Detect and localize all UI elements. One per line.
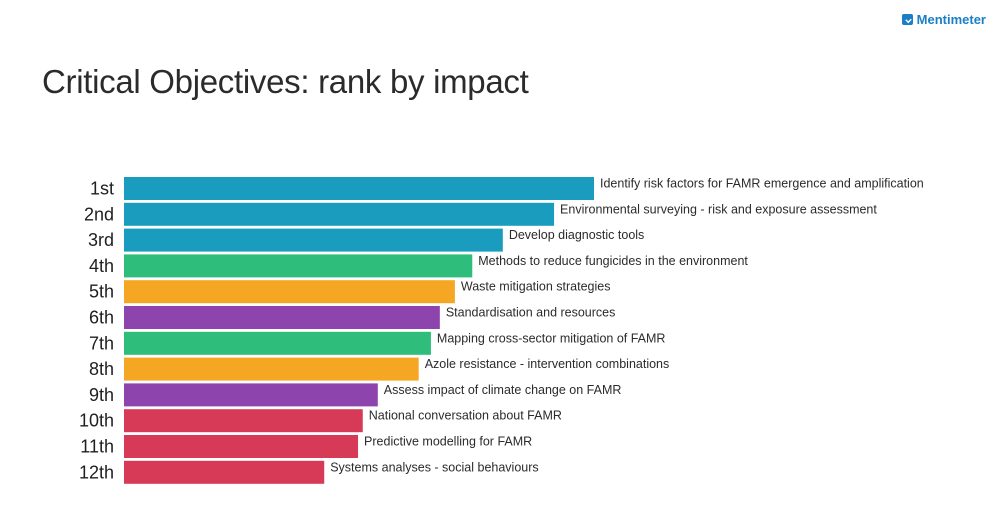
rank-label: 11th	[80, 437, 114, 457]
ranking-bar	[124, 331, 431, 355]
rank-label: 12th	[79, 462, 114, 482]
bar-label: Methods to reduce fungicides in the envi…	[478, 254, 748, 268]
bar-label: Systems analyses - social behaviours	[330, 460, 538, 474]
ranking-bar	[124, 202, 555, 226]
rank-label: 7th	[89, 333, 114, 353]
bar-label: National conversation about FAMR	[369, 409, 562, 423]
ranking-bar	[124, 306, 440, 329]
rank-label: 1st	[90, 179, 114, 199]
ranking-bar	[124, 435, 359, 458]
brand-logo: Mentimeter	[901, 12, 986, 27]
rank-label: 9th	[89, 385, 114, 405]
bar-label: Identify risk factors for FAMR emergence…	[600, 177, 924, 191]
ranking-bar	[124, 280, 455, 304]
bar-label: Standardisation and resources	[446, 306, 616, 320]
bar-label: Predictive modelling for FAMR	[364, 435, 532, 449]
rank-label: 10th	[79, 411, 114, 431]
bar-label: Develop diagnostic tools	[509, 228, 645, 242]
rank-label: 5th	[89, 282, 114, 302]
bar-label: Azole resistance - intervention combinat…	[425, 357, 670, 371]
bar-label: Mapping cross-sector mitigation of FAMR	[437, 331, 666, 345]
bar-label: Waste mitigation strategies	[461, 280, 611, 294]
ranking-bar	[124, 177, 594, 200]
ranking-bar	[124, 254, 473, 278]
bar-label: Assess impact of climate change on FAMR	[384, 383, 622, 397]
rank-label: 4th	[89, 256, 114, 276]
rank-label: 3rd	[88, 230, 114, 250]
rank-label: 2nd	[84, 204, 114, 224]
rank-label: 6th	[89, 308, 114, 328]
rank-label: 8th	[89, 359, 114, 379]
brand-name: Mentimeter	[916, 12, 986, 27]
ranking-bar	[124, 460, 325, 484]
ranking-bar	[124, 357, 419, 381]
ranking-bar	[124, 383, 378, 407]
ranking-bar	[124, 228, 503, 252]
bar-label: Environmental surveying - risk and expos…	[560, 202, 877, 216]
mentimeter-logo-icon	[901, 14, 913, 25]
page-title: Critical Objectives: rank by impact	[42, 63, 529, 100]
ranking-bar	[124, 409, 363, 433]
